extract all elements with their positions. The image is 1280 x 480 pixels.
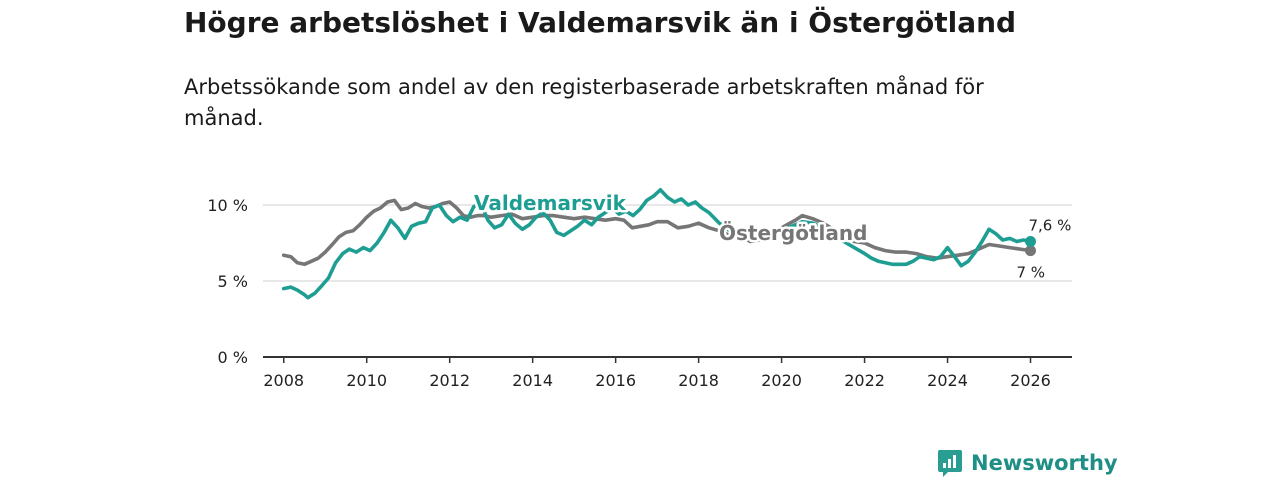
x-tick-label: 2020	[761, 371, 802, 390]
end-label-valdemarsvik: 7,6 %	[1029, 216, 1072, 234]
x-tick-label: 2012	[429, 371, 470, 390]
x-tick-label: 2026	[1010, 371, 1051, 390]
series-label-valdemarsvik: Valdemarsvik	[474, 191, 627, 215]
x-tick-label: 2008	[263, 371, 304, 390]
x-tick-label: 2024	[927, 371, 968, 390]
y-tick-label: 0 %	[218, 348, 248, 367]
y-tick-label: 10 %	[207, 196, 248, 215]
series-label-ostergotland: Östergötland	[719, 221, 867, 245]
end-label-ostergotland: 7 %	[1017, 264, 1046, 282]
x-tick-label: 2018	[678, 371, 719, 390]
end-point-valdemarsvik	[1025, 235, 1037, 247]
newsworthy-icon	[938, 450, 962, 477]
end-point-ostergotland	[1025, 245, 1037, 257]
newsworthy-logo: Newsworthy	[937, 448, 1118, 478]
x-tick-label: 2014	[512, 371, 553, 390]
chart-subtitle: Arbetssökande som andel av den registerb…	[184, 75, 984, 130]
y-tick-label: 5 %	[218, 272, 248, 291]
brand-name: Newsworthy	[971, 451, 1118, 475]
series-line-stergtland	[281, 198, 1033, 267]
x-tick-label: 2010	[346, 371, 387, 390]
series-line-valdemarsvik	[281, 188, 1033, 300]
chart-title: Högre arbetslöshet i Valdemarsvik än i Ö…	[184, 6, 1017, 39]
y-axis-ticks: 0 % 5 % 10 %	[207, 196, 248, 367]
x-axis: 2008 2010 2012 2014 2016 2018 2020 2022 2024 2026	[263, 356, 1072, 390]
x-tick-label: 2022	[844, 371, 885, 390]
x-tick-label: 2016	[595, 371, 636, 390]
series-labels: Valdemarsvik Östergötland 7,6 % 7 %	[472, 189, 1072, 282]
series-lines	[281, 188, 1033, 300]
grid-lines	[263, 204, 1072, 282]
